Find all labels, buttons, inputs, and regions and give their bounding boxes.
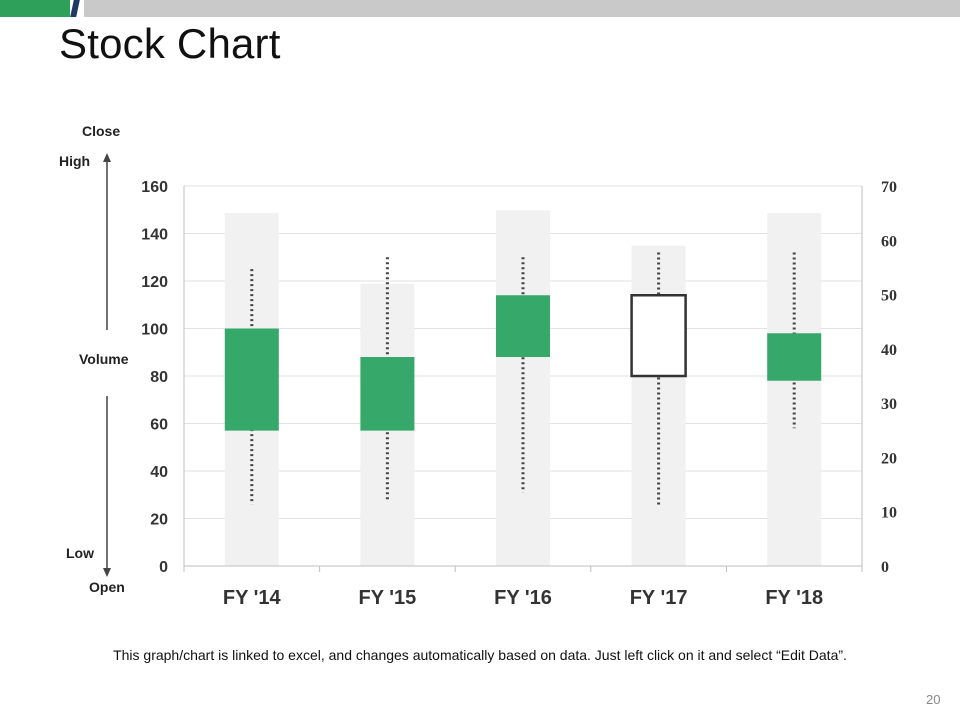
footnote: This graph/chart is linked to excel, and… (113, 647, 847, 663)
header-accent-green (0, 0, 70, 17)
category-tick-label: FY '14 (223, 587, 282, 609)
side-label-volume: Volume (79, 351, 129, 367)
side-label-high: High (59, 153, 91, 169)
primary-tick-label: 0 (159, 559, 168, 576)
up-box (360, 357, 415, 431)
primary-tick-label: 60 (150, 417, 168, 434)
primary-tick-label: 100 (141, 322, 168, 339)
primary-tick-label: 140 (141, 227, 168, 244)
secondary-tick-label: 60 (881, 233, 897, 250)
secondary-tick-label: 30 (881, 396, 897, 413)
page-number: 20 (926, 692, 941, 707)
arrow-down-icon (103, 568, 111, 577)
secondary-tick-label: 20 (881, 450, 897, 467)
arrow-up-icon (103, 153, 111, 162)
primary-tick-label: 160 (141, 179, 168, 196)
category-tick-label: FY '18 (765, 587, 823, 609)
volume-bar (767, 213, 822, 566)
category-tick-label: FY '16 (494, 587, 552, 609)
secondary-tick-label: 50 (881, 288, 897, 305)
page-title: Stock Chart (59, 20, 281, 67)
down-box (630, 294, 687, 378)
secondary-tick-label: 0 (881, 559, 889, 576)
side-label-open: Open (89, 579, 125, 595)
side-label-close: Close (82, 123, 121, 139)
secondary-tick-label: 70 (881, 179, 897, 196)
primary-tick-label: 120 (141, 274, 168, 291)
secondary-tick-label: 40 (881, 342, 897, 359)
up-box (224, 328, 279, 431)
header-bar (0, 0, 960, 17)
category-tick-label: FY '15 (359, 587, 417, 609)
category-tick-label: FY '17 (630, 587, 688, 609)
primary-tick-label: 80 (150, 369, 168, 386)
side-label-low: Low (66, 545, 94, 561)
primary-tick-label: 20 (150, 512, 168, 529)
primary-tick-label: 40 (150, 464, 168, 481)
up-box (496, 295, 550, 357)
up-box (767, 333, 822, 381)
secondary-tick-label: 10 (881, 505, 897, 522)
header-accent-gray (84, 0, 960, 17)
